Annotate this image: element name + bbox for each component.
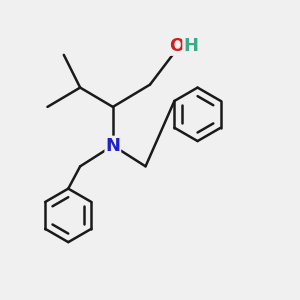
Text: H: H: [183, 37, 198, 55]
Text: N: N: [105, 136, 120, 154]
Text: O: O: [169, 37, 184, 55]
